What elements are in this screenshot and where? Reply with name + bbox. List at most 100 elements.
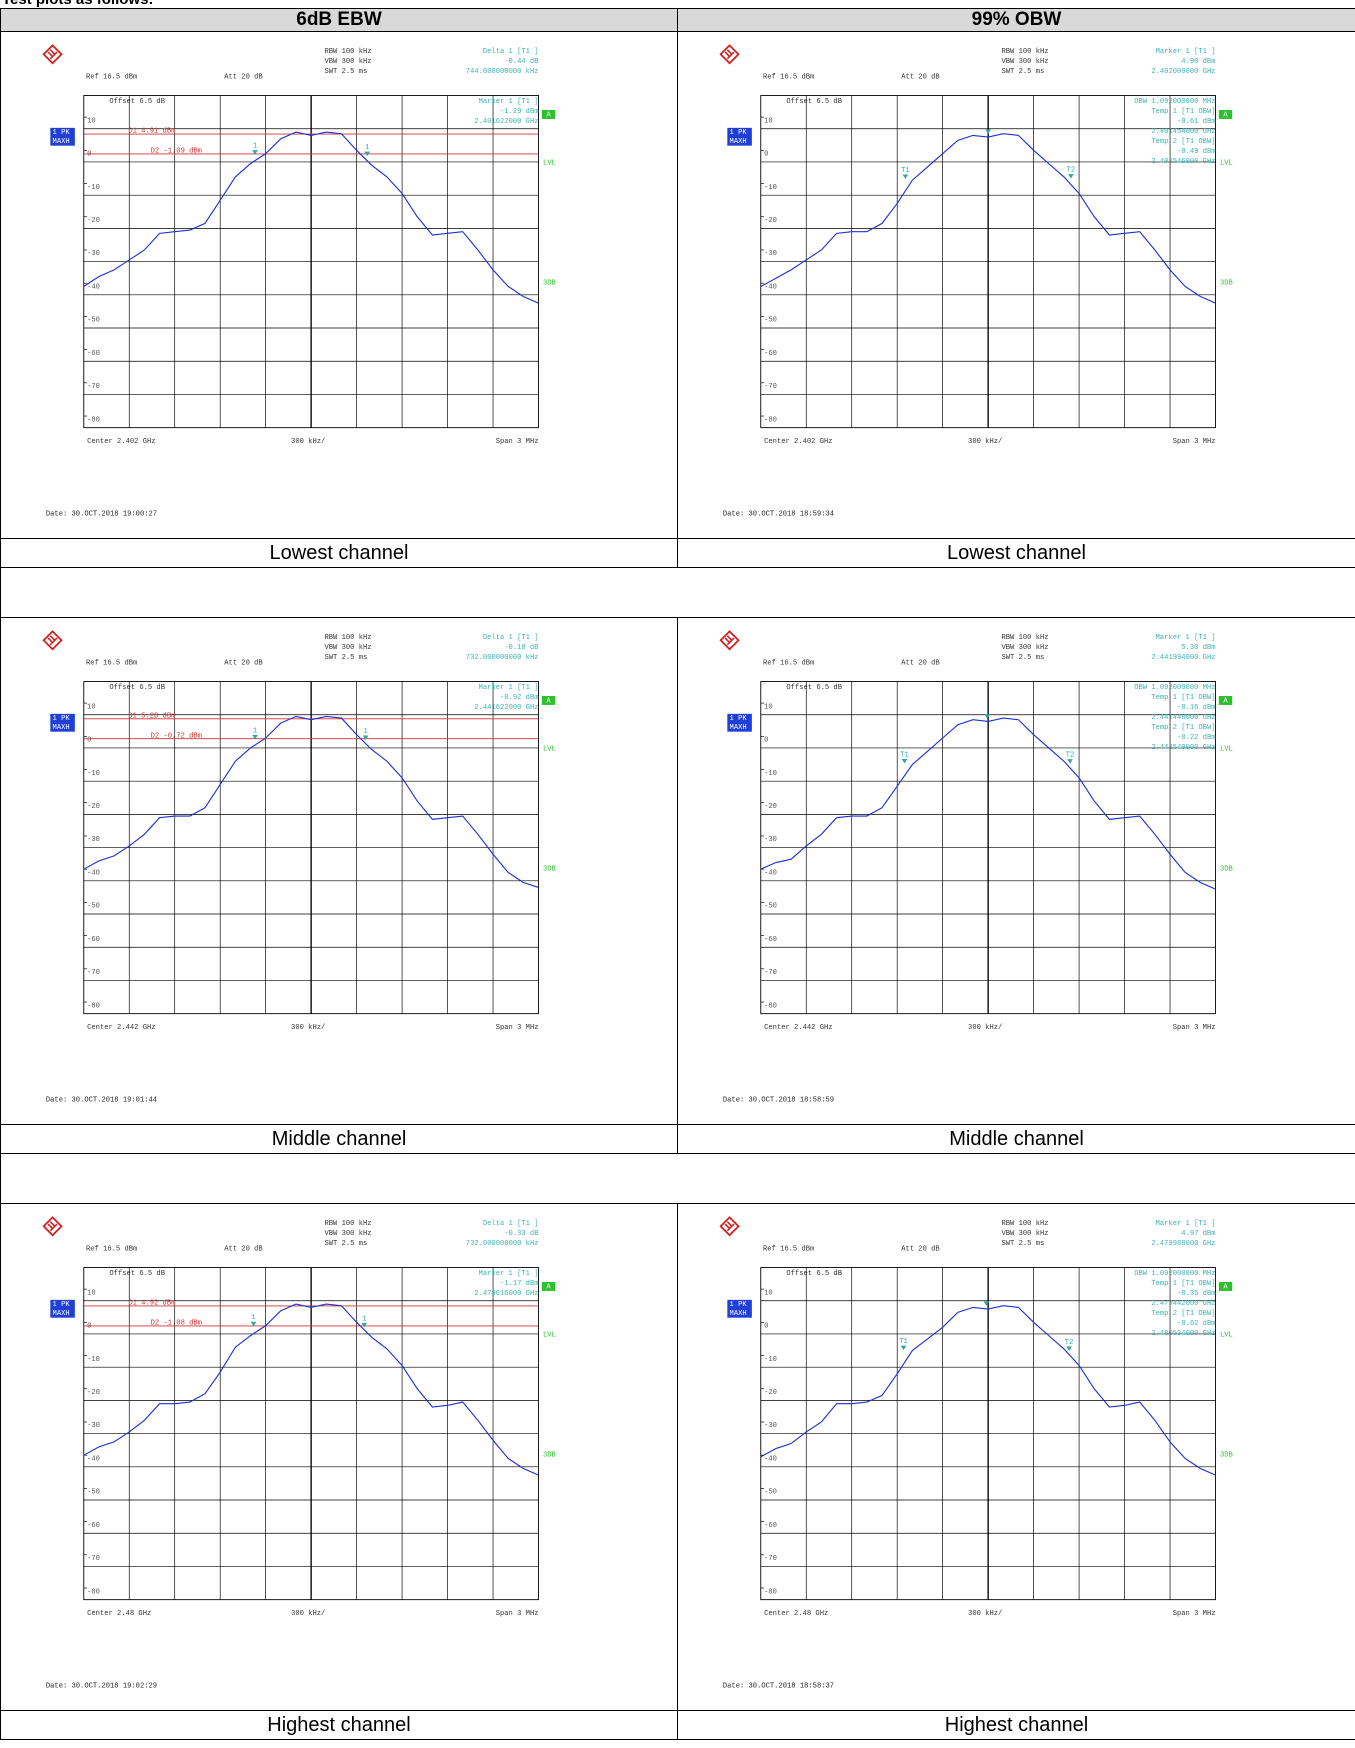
- side-label: A: [546, 697, 551, 705]
- marker-readout: -0.92 dBm: [500, 694, 538, 702]
- trace-label: 1 PK: [730, 129, 748, 137]
- y-tick-label: 10: [764, 117, 773, 125]
- y-tick-label: -20: [764, 217, 777, 225]
- offset-text: Offset 6.5 dB: [786, 684, 842, 692]
- side-label: 3DB: [1220, 866, 1234, 874]
- y-tick-label: 10: [764, 703, 773, 711]
- header-row: 6dB EBW 99% OBW: [0, 8, 1355, 32]
- y-tick-label: -30: [764, 836, 777, 844]
- y-tick-label: 0: [764, 737, 768, 745]
- offset-text: Offset 6.5 dB: [786, 98, 842, 106]
- y-tick-label: -10: [87, 184, 100, 192]
- y-tick-label: -10: [87, 1356, 100, 1364]
- marker-readout: -8.16 dBm: [1177, 704, 1215, 712]
- span: Span 3 MHz: [1173, 1024, 1216, 1032]
- marker-readout: OBW 1.092000000 MHz: [1134, 1270, 1215, 1278]
- trace-label: 1 PK: [730, 715, 748, 723]
- marker-readout: OBW 1.092000000 MHz: [1134, 98, 1215, 106]
- logo: [719, 44, 740, 65]
- setting-text: SWT 2.5 ms: [1002, 1240, 1045, 1248]
- side-box: [541, 110, 556, 119]
- display-line-label: D1 4.92 dBm: [128, 1300, 175, 1308]
- logo-diamond: [42, 1216, 63, 1237]
- setting-text: SWT 2.5 ms: [325, 654, 368, 662]
- ref-level: Ref 16.5 dBm: [86, 73, 137, 81]
- trace: [760, 717, 1216, 890]
- y-tick-label: -10: [764, 184, 777, 192]
- side-label: LVL: [1220, 159, 1233, 167]
- marker-readout: 2.401454000 GHz: [1151, 128, 1215, 136]
- center-freq: Center 2.402 GHz: [764, 438, 832, 446]
- y-tick-label: -70: [764, 383, 777, 391]
- label-row: Lowest channel Lowest channel: [0, 538, 1355, 568]
- logo: [42, 1216, 63, 1237]
- marker-label: T1: [901, 167, 910, 175]
- logo: [42, 630, 63, 651]
- y-tick-label: -40: [87, 283, 100, 291]
- y-tick-label: 10: [87, 703, 96, 711]
- marker-readout: Delta 1 [T1 ]: [483, 634, 539, 642]
- side-label: LVL: [543, 1331, 556, 1339]
- side-label: LVL: [1220, 745, 1233, 753]
- side-box: [1218, 1282, 1233, 1291]
- trace: [83, 715, 539, 888]
- trace: [83, 131, 539, 304]
- setting-text: RBW 100 kHz: [325, 634, 372, 642]
- y-tick-label: -70: [87, 969, 100, 977]
- y-tick-label: 0: [87, 151, 91, 159]
- marker: [902, 174, 909, 179]
- marker: [252, 734, 258, 740]
- marker-readout: 2.401622000 GHz: [474, 118, 538, 126]
- trace-box: [50, 713, 75, 732]
- marker: [252, 150, 258, 155]
- spectrum-plot: RBW 100 kHz VBW 300 kHz SWT 2.5 ms Ref 16.5…: [42, 1216, 557, 1690]
- marker-readout: 2.442540000 GHz: [1151, 744, 1215, 752]
- marker-readout: 2.402000000 GHz: [1151, 68, 1215, 76]
- marker-readout: 2.479988000 GHz: [1151, 1240, 1215, 1248]
- marker-readout: Marker 1 [T1 ]: [1156, 48, 1216, 56]
- y-tick-label: -80: [87, 1588, 100, 1596]
- marker-readout: Marker 1 [T1 ]: [479, 98, 539, 106]
- spacer-cell: [0, 567, 1355, 618]
- y-tick-label: -40: [764, 283, 777, 291]
- y-tick-label: -50: [764, 903, 777, 911]
- y-tick-label: -10: [764, 1356, 777, 1364]
- side-label: A: [1223, 697, 1228, 705]
- marker-readout: -8.61 dBm: [1177, 118, 1215, 126]
- y-tick-label: -20: [87, 1389, 100, 1397]
- setting-text: RBW 100 kHz: [1002, 1220, 1049, 1228]
- marker-readout: 2.441622000 GHz: [474, 704, 538, 712]
- setting-text: SWT 2.5 ms: [325, 1240, 368, 1248]
- marker-label: T2: [1067, 167, 1076, 175]
- trace-box: [50, 127, 75, 146]
- y-tick-label: -60: [764, 1522, 777, 1530]
- y-tick-label: -40: [764, 1455, 777, 1463]
- span: Span 3 MHz: [496, 1024, 539, 1032]
- side-label: LVL: [543, 159, 556, 167]
- y-tick-label: -40: [87, 869, 100, 877]
- marker-label: T2: [1066, 752, 1075, 760]
- y-tick-label: -30: [87, 1422, 100, 1430]
- logo-diamond: [719, 44, 740, 65]
- trace: [83, 1303, 539, 1476]
- marker-label: T2: [1065, 1339, 1074, 1347]
- marker: [984, 714, 991, 719]
- marker-label: 1: [253, 727, 257, 735]
- trace-box: [727, 713, 752, 732]
- offset-text: Offset 6.5 dB: [109, 98, 165, 106]
- display-line-label: D1 5.28 dBm: [128, 712, 175, 720]
- ref-level: Ref 16.5 dBm: [763, 1245, 814, 1253]
- setting-text: SWT 2.5 ms: [325, 68, 368, 76]
- side-box: [1218, 110, 1233, 119]
- y-tick-label: -40: [87, 1455, 100, 1463]
- marker: [361, 1322, 367, 1328]
- marker-readout: -1.17 dBm: [500, 1280, 538, 1288]
- side-label: A: [1223, 111, 1228, 119]
- attenuation: Att 20 dB: [224, 73, 263, 81]
- plot-row: RBW 100 kHz VBW 300 kHz SWT 2.5 ms Ref 16.5…: [0, 1203, 1355, 1711]
- display-line-label: D2 -1.08 dBm: [151, 1319, 202, 1327]
- y-tick-label: -30: [87, 250, 100, 258]
- spectrum-plot: RBW 100 kHz VBW 300 kHz SWT 2.5 ms Ref 16.5…: [42, 630, 557, 1104]
- setting-text: RBW 100 kHz: [1002, 634, 1049, 642]
- logo-mark: [724, 49, 735, 60]
